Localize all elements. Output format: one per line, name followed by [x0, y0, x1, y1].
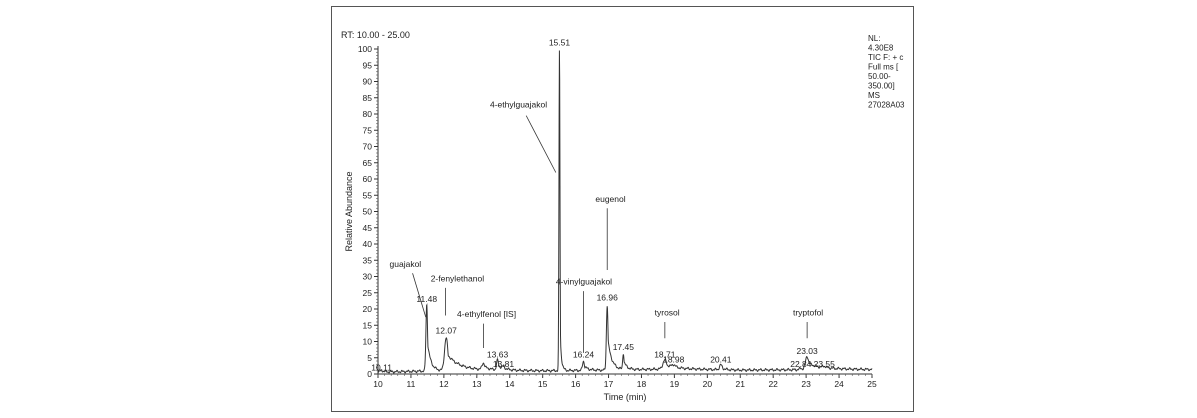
x-tick-label: 15	[538, 379, 548, 389]
scan-info-line: 50.00-	[868, 72, 891, 81]
retention-time-label: 18.71	[654, 349, 676, 359]
retention-time-label: 10.11	[371, 362, 392, 372]
x-axis-label: Time (min)	[604, 392, 647, 402]
y-tick-label: 95	[363, 60, 373, 70]
x-tick-label: 25	[867, 379, 877, 389]
y-tick-label: 5	[367, 353, 372, 363]
retention-time-label: 15.51	[549, 37, 571, 47]
scan-info-line: MS	[868, 91, 880, 100]
compound-leader-line	[525, 115, 557, 173]
x-tick-label: 10	[373, 379, 383, 389]
x-tick-label: 21	[736, 379, 746, 389]
y-tick-label: 90	[363, 77, 373, 87]
axes	[377, 46, 872, 375]
retention-time-label: 12.07	[436, 326, 458, 336]
retention-time-label: 18.98	[663, 354, 685, 364]
x-tick-label: 16	[571, 379, 581, 389]
x-axis-ticks: 10 11 12 13 14 15 16 17 18 19 20 21 22 23 24 25	[373, 374, 877, 389]
compound-label: 4-vinylguajakol	[556, 277, 612, 287]
retention-time-label: 13.63	[487, 349, 509, 359]
compound-leader-line	[412, 273, 427, 318]
y-tick-label: 25	[363, 288, 373, 298]
y-tick-label: 30	[363, 272, 373, 282]
x-tick-label: 11	[407, 379, 416, 389]
scan-info-line: NL:	[868, 34, 880, 43]
y-tick-label: 60	[363, 174, 373, 184]
y-tick-label: 85	[363, 93, 373, 103]
y-tick-label: 50	[363, 207, 373, 217]
compound-label: guajakol	[390, 259, 422, 269]
x-tick-label: 12	[439, 379, 449, 389]
y-tick-label: 35	[363, 255, 373, 265]
retention-time-label: 23.03	[796, 346, 818, 356]
y-tick-label: 75	[363, 125, 373, 135]
x-tick-label: 20	[703, 379, 713, 389]
chromatogram-frame: RT: 10.00 - 25.00 NL: 4.30E8 TIC F: + c Ful…	[331, 6, 914, 412]
y-tick-label: 0	[367, 369, 372, 379]
compound-label: eugenol	[595, 194, 625, 204]
chromatogram-trace	[377, 50, 873, 374]
compound-label: tyrosol	[655, 308, 680, 318]
compound-label: 4-ethylguajakol	[490, 100, 547, 110]
scan-info-line: 350.00]	[868, 82, 895, 91]
scan-info-line: 27028A03	[868, 101, 905, 110]
y-tick-label: 10	[363, 337, 373, 347]
y-tick-label: 40	[363, 239, 373, 249]
retention-time-label: 13.81	[493, 359, 515, 369]
retention-time-label: 20.41	[710, 354, 732, 364]
y-tick-label: 80	[363, 109, 373, 119]
retention-time-label: 16.96	[597, 293, 619, 303]
retention-range-label: RT: 10.00 - 25.00	[341, 30, 410, 40]
compound-label: tryptofol	[793, 308, 823, 318]
x-tick-label: 13	[472, 379, 482, 389]
y-tick-label: 20	[363, 304, 373, 314]
y-tick-label: 45	[363, 223, 373, 233]
y-tick-label: 70	[363, 142, 373, 152]
x-tick-label: 17	[604, 379, 614, 389]
x-tick-label: 22	[768, 379, 778, 389]
x-tick-label: 18	[637, 379, 647, 389]
y-axis-label: Relative Abundance	[344, 171, 354, 251]
y-tick-label: 65	[363, 158, 373, 168]
retention-time-label: 22.84	[790, 359, 812, 369]
y-axis-ticks: 0 5 10 15 20 25 30 35 40 45 50 55 60 65 70 75 80 85 90 95 10…	[358, 44, 378, 379]
scan-info-line: Full ms [	[868, 63, 899, 72]
x-tick-label: 23	[801, 379, 811, 389]
compound-label: 4-ethylfenol [IS]	[457, 309, 516, 319]
compound-annotations: guajakol 2-fenylethanol 4-ethylfenol [IS] 4…	[390, 100, 823, 353]
x-tick-label: 19	[670, 379, 680, 389]
retention-time-label: 17.45	[613, 342, 635, 352]
scan-info-line: TIC F: + c	[868, 53, 903, 62]
retention-time-label: 23.55	[814, 359, 836, 369]
x-tick-label: 24	[834, 379, 844, 389]
retention-time-label: 11.48	[416, 294, 437, 304]
y-tick-label: 100	[358, 44, 372, 54]
compound-label: 2-fenylethanol	[431, 273, 485, 283]
retention-time-label: 16.24	[573, 349, 595, 359]
y-tick-label: 55	[363, 190, 373, 200]
y-tick-label: 15	[363, 320, 373, 330]
x-tick-label: 14	[505, 379, 515, 389]
scan-info-line: 4.30E8	[868, 44, 894, 53]
